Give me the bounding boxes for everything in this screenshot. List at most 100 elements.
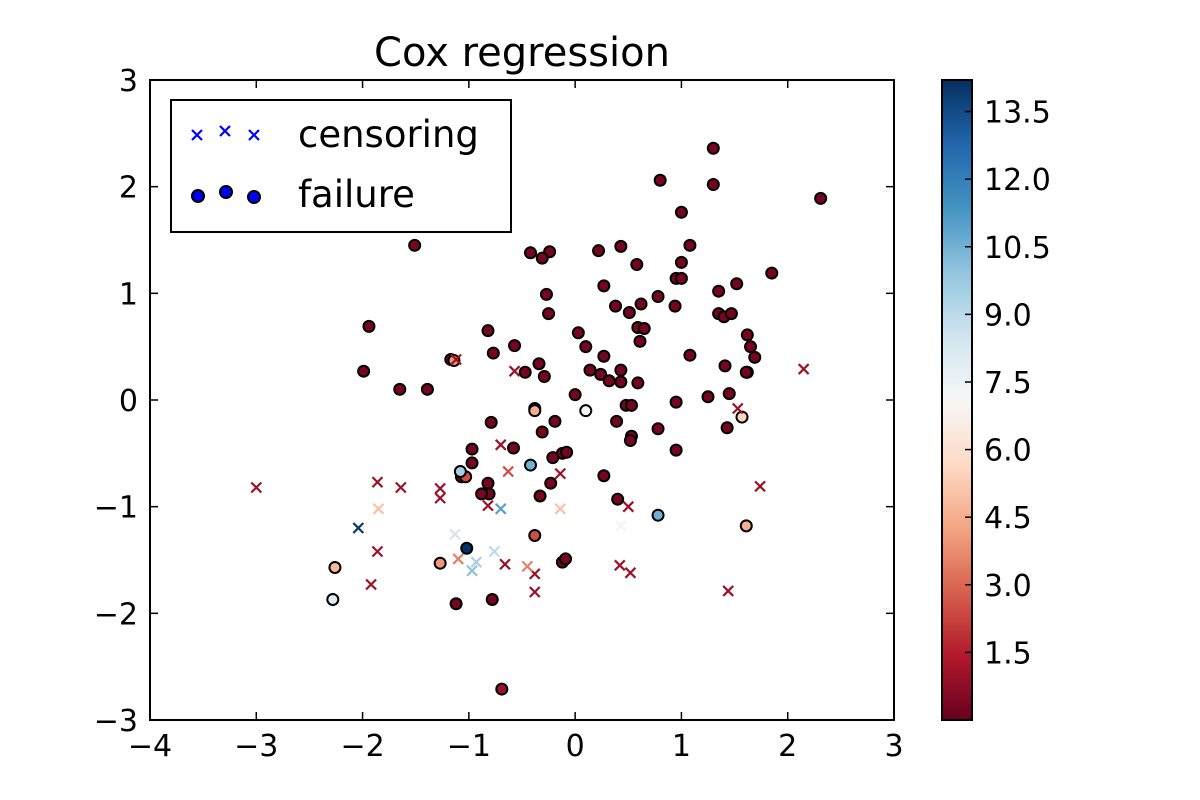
failure-point <box>594 367 608 381</box>
failure-point <box>328 560 342 574</box>
failure-point <box>485 592 499 606</box>
failure-point <box>683 348 697 362</box>
failure-point <box>546 451 560 465</box>
failure-point <box>453 464 467 478</box>
legend-entry-censoring: censoring <box>191 113 479 156</box>
censoring-point <box>731 402 744 415</box>
failure-point <box>486 346 500 360</box>
y-tick-label: 2 <box>119 171 138 206</box>
failure-point <box>508 339 522 353</box>
censoring-point <box>449 528 461 541</box>
failure-point <box>622 306 636 320</box>
failure-point <box>651 422 665 436</box>
censoring-point <box>554 503 567 515</box>
censoring-point <box>722 585 734 597</box>
failure-point <box>362 319 376 333</box>
failure-point <box>481 476 495 490</box>
colorbar-gradient <box>941 79 973 721</box>
failure-point <box>712 284 726 298</box>
failure-point <box>633 334 647 348</box>
failure-point <box>495 682 509 696</box>
colorbar-tick-label: 7.5 <box>984 366 1032 401</box>
failure-point <box>653 173 667 187</box>
failure-point <box>597 349 611 363</box>
censoring-point <box>624 567 637 579</box>
failure-point <box>720 421 734 435</box>
failure-point <box>524 458 538 472</box>
failure-point <box>544 476 558 490</box>
y-tick-label: 1 <box>119 277 138 312</box>
x-tick-label: −4 <box>128 729 172 764</box>
colorbar-tick-label: 3.0 <box>984 569 1032 604</box>
failure-point <box>701 390 715 404</box>
censoring-point <box>395 481 407 494</box>
failure-point <box>449 597 463 611</box>
censoring-point <box>521 560 534 573</box>
failure-point <box>724 307 738 321</box>
failure-point <box>739 519 753 533</box>
colorbar-ticks: 1.5 3.0 4.5 6.0 7.5 9.0 10.5 12.0 13.5 <box>965 96 1051 671</box>
failure-point <box>326 592 340 606</box>
x-tick-label: 1 <box>672 729 691 764</box>
x-tick-label: −3 <box>234 729 278 764</box>
x-tick-label: 3 <box>884 729 903 764</box>
censoring-point <box>434 492 446 504</box>
scatter-markers <box>250 141 828 696</box>
failure-point <box>583 363 597 377</box>
failure-point <box>597 279 611 293</box>
failure-point <box>739 365 753 379</box>
censoring-point <box>554 467 567 480</box>
failure-point <box>579 340 593 354</box>
failure-point <box>730 277 744 291</box>
censoring-point <box>371 476 384 488</box>
failure-point <box>651 508 665 522</box>
censoring-point <box>614 559 626 572</box>
failure-point <box>560 445 574 459</box>
failure-point <box>518 365 532 379</box>
colorbar-tick-label: 1.5 <box>984 636 1032 671</box>
failure-point <box>614 363 628 377</box>
failure-point <box>357 364 371 378</box>
censoring-point <box>622 500 635 513</box>
failure-point <box>631 376 645 390</box>
failure-point <box>433 556 447 570</box>
failure-point <box>669 443 683 457</box>
failure-point <box>634 297 648 311</box>
failure-point <box>475 487 489 501</box>
y-tick-label: −1 <box>94 491 138 526</box>
colorbar-tick-label: 9.0 <box>984 298 1032 333</box>
failure-point <box>420 382 434 396</box>
failure-point <box>571 326 585 340</box>
failure-point <box>597 469 611 483</box>
failure-point <box>408 238 422 252</box>
failure-point <box>539 287 553 301</box>
colorbar-tick-label: 4.5 <box>984 501 1032 536</box>
colorbar-tick-label: 6.0 <box>984 434 1032 469</box>
failure-point <box>718 359 732 373</box>
x-axis-ticks: −4 −3 −2 −1 0 1 2 3 <box>128 80 904 764</box>
legend-censoring-label: censoring <box>298 113 479 156</box>
failure-point <box>744 340 758 354</box>
censoring-point <box>372 503 385 515</box>
legend-failure-circle-icon <box>191 185 261 204</box>
censoring-point <box>365 578 377 591</box>
y-tick-label: −3 <box>94 704 138 739</box>
failure-point <box>481 324 495 338</box>
legend: censoring failure <box>170 99 512 233</box>
y-tick-label: 3 <box>119 64 138 99</box>
censoring-point <box>508 365 521 377</box>
failure-point <box>535 251 549 265</box>
chart-title: Cox regression <box>374 30 670 76</box>
failure-point <box>624 398 638 412</box>
failure-point <box>579 404 593 418</box>
failure-point <box>542 307 556 321</box>
censoring-point <box>371 545 384 558</box>
failure-point <box>506 441 520 455</box>
failure-point <box>537 370 551 384</box>
failure-point <box>559 552 573 566</box>
legend-failure-label: failure <box>298 173 415 216</box>
failure-point <box>532 357 546 371</box>
failure-point <box>533 489 547 503</box>
y-tick-label: 0 <box>119 384 138 419</box>
failure-point <box>706 141 720 155</box>
